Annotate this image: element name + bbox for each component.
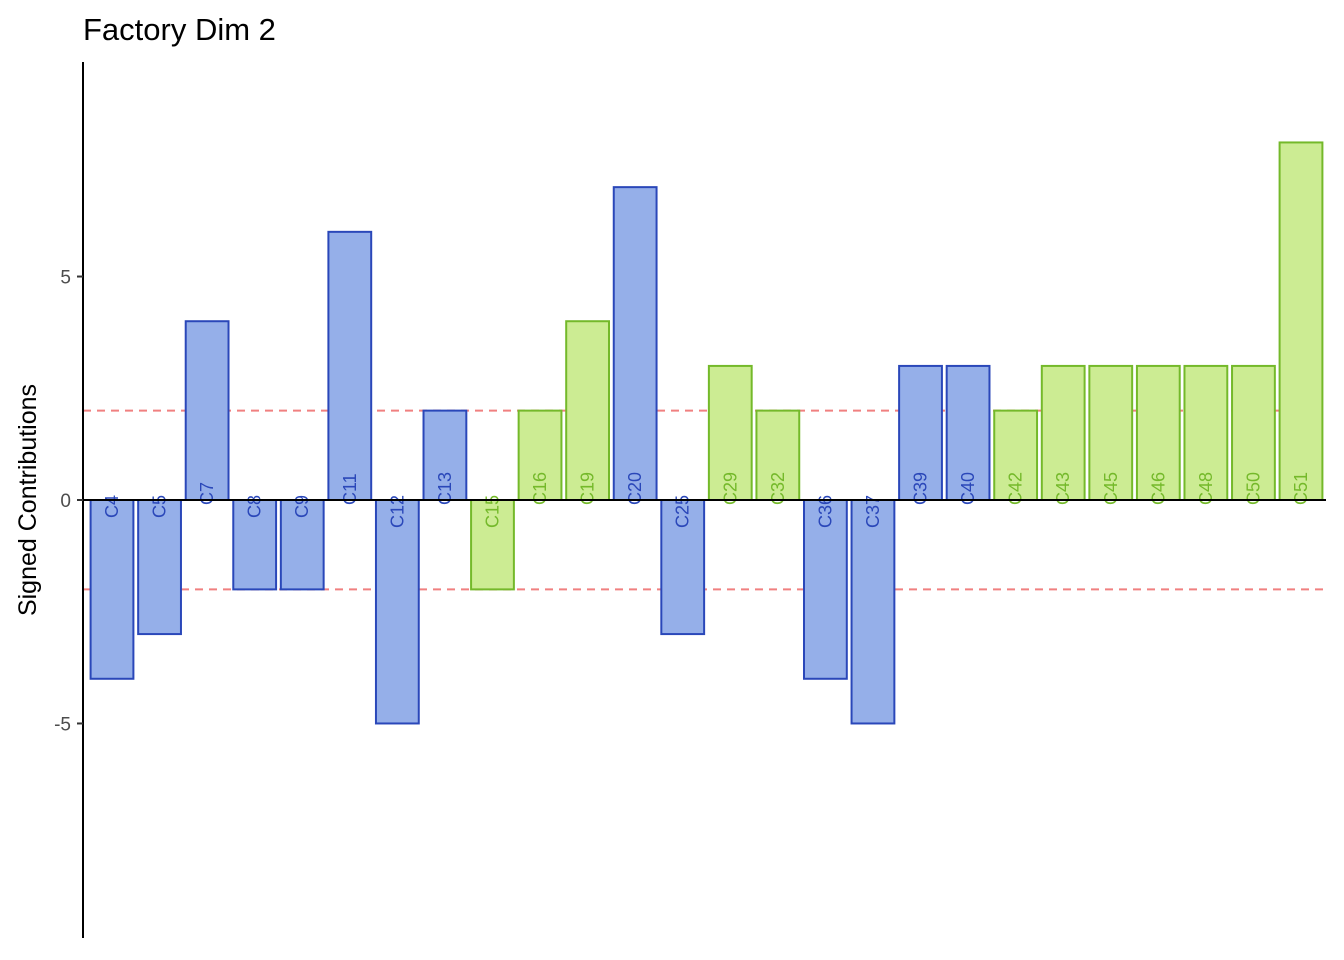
bar-label-c36: C36 [815, 495, 835, 528]
bar-c29 [707, 364, 753, 501]
bar-c4 [89, 499, 135, 680]
bar-label-c51: C51 [1291, 472, 1311, 505]
bar-label-c45: C45 [1101, 472, 1121, 505]
bar-label-c9: C9 [292, 495, 312, 518]
bar-label-c19: C19 [578, 472, 598, 505]
bar-c5 [137, 499, 182, 636]
bar-label-c40: C40 [958, 472, 978, 505]
bar-c11 [327, 230, 373, 501]
y-tick-label: -5 [54, 714, 71, 735]
y-axis-title: Signed Contributions [14, 384, 42, 616]
bar-c48 [1183, 364, 1229, 501]
bar-label-c11: C11 [340, 473, 360, 505]
bar-c43 [1040, 364, 1086, 501]
bars [89, 141, 1324, 725]
bar-c36 [802, 499, 848, 680]
y-tick-label: 0 [60, 491, 71, 512]
bar-c39 [898, 364, 943, 501]
bar-c7 [184, 320, 230, 501]
bar-label-c20: C20 [625, 472, 645, 505]
bar-label-c42: C42 [1006, 472, 1026, 505]
bar-c51 [1278, 141, 1324, 501]
bar-c37 [850, 499, 896, 725]
bar-label-c37: C37 [863, 495, 883, 528]
bar-c12 [374, 499, 420, 725]
bar-c16 [517, 409, 563, 501]
bar-label-c25: C25 [673, 495, 693, 528]
bar-label-c16: C16 [530, 472, 550, 505]
bar-label-c39: C39 [911, 472, 931, 505]
bar-label-c5: C5 [150, 495, 170, 518]
bar-c42 [993, 409, 1039, 501]
bar-c45 [1088, 364, 1134, 501]
bar-c20 [612, 186, 658, 501]
bar-label-c50: C50 [1243, 472, 1263, 505]
bar-label-c12: C12 [387, 495, 407, 528]
bar-label-c15: C15 [482, 495, 502, 528]
bar-label-c7: C7 [197, 482, 217, 505]
bar-c46 [1135, 364, 1181, 501]
bar-c32 [755, 409, 801, 501]
bar-label-c46: C46 [1148, 472, 1168, 505]
bar-label-c29: C29 [720, 472, 740, 505]
bar-label-c43: C43 [1053, 472, 1073, 505]
bar-c19 [565, 320, 611, 501]
bar-c50 [1231, 364, 1276, 501]
chart-title: Factory Dim 2 [83, 12, 276, 47]
bar-c9 [279, 499, 325, 591]
axes: 5 0 -5 [54, 62, 1326, 938]
bar-label-c8: C8 [245, 495, 265, 518]
bar-label-c4: C4 [102, 495, 122, 518]
y-tick-label: 5 [60, 268, 71, 289]
bar-label-c32: C32 [768, 472, 788, 505]
bar-c40 [945, 364, 991, 501]
bar-label-c48: C48 [1196, 472, 1216, 505]
bar-label-c13: C13 [435, 472, 455, 505]
